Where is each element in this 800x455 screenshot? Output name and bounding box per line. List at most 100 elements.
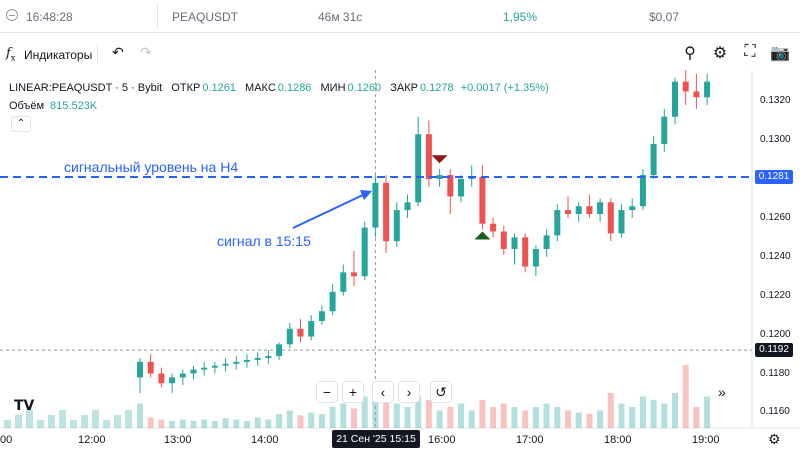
volume-bar (286, 410, 293, 428)
time-tick-label: 00 (0, 434, 13, 446)
volume-bar (554, 407, 561, 428)
candle-body (190, 369, 197, 374)
candle-body (244, 359, 250, 362)
candle-body (393, 210, 400, 242)
candle-body (351, 272, 357, 277)
candle-body (672, 81, 678, 117)
indicators-button[interactable]: Индикаторы (24, 48, 93, 62)
volume-bar (404, 407, 411, 428)
candle-body (500, 231, 507, 249)
close-label: ЗАКР (390, 82, 418, 94)
tradingview-logo[interactable]: TV (14, 398, 35, 414)
candle-body (458, 178, 464, 197)
price-tick-label: 0.1200 (760, 328, 791, 340)
candle-body (201, 367, 208, 370)
camera-icon[interactable]: 📷 (770, 45, 790, 62)
candle-body (554, 210, 561, 236)
low-label: МИН (320, 82, 346, 94)
gear-icon[interactable]: ⚙ (712, 45, 728, 62)
volume-bar (565, 410, 571, 428)
price-tick-label: 0.1220 (760, 289, 791, 301)
candle-body (276, 344, 283, 357)
reset-chart-button[interactable]: ↺ (430, 381, 452, 403)
clock-icon (6, 9, 18, 21)
collapse-legend-button[interactable]: ⌃ (11, 116, 31, 132)
candle-body (233, 361, 240, 364)
candle-body (404, 202, 411, 211)
volume-bar (393, 403, 400, 428)
redo-icon[interactable]: ↷ (140, 44, 152, 60)
axis-settings-icon[interactable]: ⚙ (768, 431, 781, 447)
volume-bar (447, 407, 454, 428)
volume-bar (233, 419, 240, 428)
candle-body (682, 81, 689, 92)
volume-bar (190, 421, 197, 428)
fx-icon[interactable]: fx (6, 46, 16, 63)
volume-bar (351, 408, 357, 428)
scroll-left-button[interactable]: ‹ (372, 381, 394, 403)
candle-body (447, 175, 454, 197)
volume-bar (672, 393, 678, 428)
symbol-title[interactable]: LINEAR:PEAQUSDT · 5 · Bybit (9, 82, 163, 94)
candle-body (532, 249, 539, 267)
volume-bar (340, 403, 347, 428)
fullscreen-icon[interactable]: ⛶ (744, 43, 756, 60)
volume-bar (650, 400, 657, 428)
candle-body (597, 202, 604, 214)
open-label: ОТКР (171, 82, 201, 94)
zoom-out-button[interactable]: − (316, 381, 338, 403)
candle-body (425, 134, 432, 179)
chart-toolbar: fx Индикаторы ↶ ↷ ⚲ ⚙ ⛶ 📷 (0, 40, 800, 68)
volume-bar (458, 403, 464, 428)
volume-bar (158, 419, 165, 428)
signal-arrow-head (360, 190, 372, 200)
scroll-to-latest-icon[interactable]: » (718, 384, 726, 400)
volume-bar (490, 407, 497, 428)
volume-bar (682, 365, 689, 428)
candle-body (639, 175, 646, 207)
volume-bar (618, 403, 625, 428)
candle-body (265, 356, 272, 358)
time-tick-label: 12:00 (78, 434, 106, 446)
volume-bar (704, 396, 711, 428)
volume-value: 815.523K (50, 100, 98, 112)
candle-body (318, 311, 325, 321)
candle-body (607, 202, 614, 234)
price-tick-label: 0.1300 (760, 134, 791, 146)
volume-bar (425, 400, 432, 428)
scroll-right-button[interactable]: › (398, 381, 420, 403)
candle-body (661, 116, 668, 144)
volume-bar (468, 410, 475, 428)
volume-bar (15, 415, 22, 428)
volume-bar (125, 410, 132, 428)
quick-search-icon[interactable]: ⚲ (684, 45, 696, 62)
close-value: 0.1278 (419, 82, 454, 94)
change-value: +0.0017 (+1.35%) (460, 82, 549, 94)
price-tick-label: 0.1180 (760, 367, 790, 379)
volume-bar (222, 418, 229, 428)
time-tick-label: 13:00 (164, 434, 192, 446)
candle-body (415, 134, 422, 203)
undo-icon[interactable]: ↶ (112, 44, 124, 60)
volume-bar (201, 419, 208, 428)
volume-bar (383, 393, 390, 428)
candle-body (383, 182, 390, 242)
candle-body (286, 328, 293, 345)
low-value: 0.1260 (347, 82, 382, 94)
price-tick-label: 0.1160 (760, 406, 790, 418)
trade-percent: 1,95% (503, 10, 538, 24)
volume-bar (607, 393, 614, 428)
volume-bar (147, 417, 154, 428)
crosshair-time-badge: 21 Сен '25 15:15 (332, 430, 420, 448)
volume-bar (48, 415, 55, 428)
zoom-in-button[interactable]: + (342, 381, 364, 403)
candle-body (340, 272, 347, 292)
volume-bar (500, 403, 507, 428)
candle-body (490, 223, 497, 232)
volume-bar (37, 420, 44, 428)
volume-bar (318, 414, 325, 428)
candle-body (179, 373, 186, 378)
trade-symbol: PEAQUSDT (172, 10, 239, 24)
volume-bar (436, 410, 443, 428)
